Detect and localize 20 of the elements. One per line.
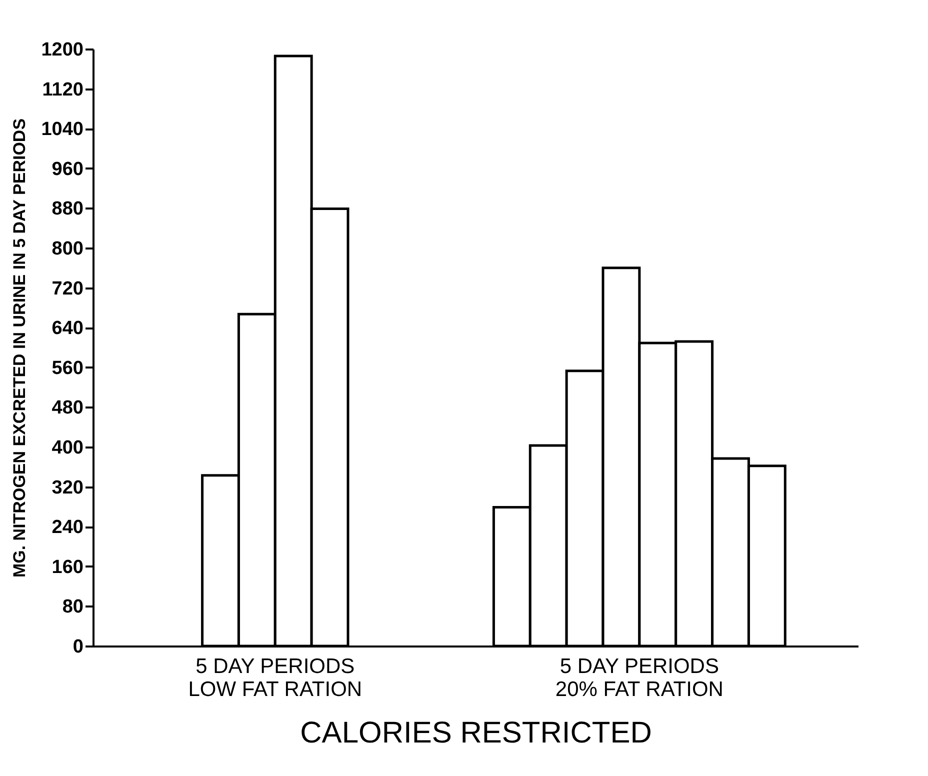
y-tick-label: 1040	[41, 119, 84, 140]
y-tick-label: 80	[62, 596, 84, 618]
y-tick-label: 400	[52, 438, 84, 458]
y-tick-label: 960	[52, 158, 84, 180]
y-tick-label: 640	[52, 318, 84, 340]
y-axis-title: MG. NITROGEN EXCRETED IN URINE IN 5 DAY PERIODS	[10, 118, 30, 578]
y-tick-label: 320	[52, 477, 84, 498]
y-tick-label: 560	[52, 358, 84, 379]
text: 5 DAY PERIODS LOW FAT RATION	[188, 655, 362, 701]
y-tick-label: 480	[52, 398, 84, 419]
x-axis-title: CALORIES RESTRICTED	[300, 716, 652, 750]
y-tick-label: 160	[52, 556, 84, 578]
y-tick-label: 800	[52, 238, 84, 260]
y-tick-label: 1200	[41, 40, 84, 60]
y-tick-label: 240	[52, 517, 84, 538]
y-tick-label: 720	[52, 278, 84, 300]
y-tick-label: 0	[72, 636, 84, 658]
text: 5 DAY PERIODS 20% FAT RATION	[555, 655, 724, 701]
y-tick-label: 880	[52, 198, 84, 220]
y-tick-label: 1120	[42, 79, 84, 100]
